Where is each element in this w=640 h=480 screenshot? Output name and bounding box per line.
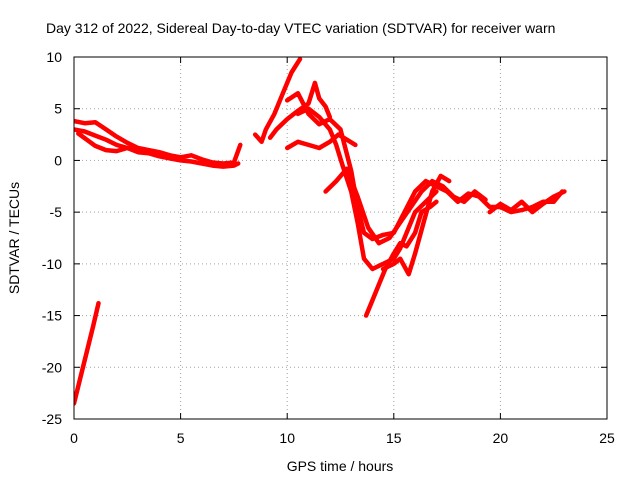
chart-title: Day 312 of 2022, Sidereal Day-to-day VTE… <box>46 20 555 36</box>
x-tick-label: 10 <box>279 430 295 446</box>
data-traces <box>74 57 567 406</box>
series-arc-5 <box>252 57 303 145</box>
x-tick-label: 20 <box>493 430 509 446</box>
x-axis-label: GPS time / hours <box>287 458 394 474</box>
x-tick-label: 5 <box>177 430 185 446</box>
x-tick-label: 0 <box>70 430 78 446</box>
series-arc-6 <box>267 80 333 140</box>
series-arc-7 <box>284 90 565 242</box>
y-tick-label: -10 <box>42 256 62 272</box>
x-tick-label: 25 <box>599 430 615 446</box>
x-tick-label: 15 <box>386 430 402 446</box>
series-arc-13 <box>487 189 567 215</box>
series-arc-9 <box>284 132 358 151</box>
y-tick-label: -15 <box>42 308 62 324</box>
y-tick-label: 5 <box>54 101 62 117</box>
tick-marks <box>73 56 608 420</box>
plot-frame <box>73 56 608 420</box>
series-arc-10 <box>323 166 488 246</box>
series-arc-1 <box>74 300 101 406</box>
y-tick-labels: 10 5 0 -5 -10 -15 -20 -25 <box>42 49 62 427</box>
x-tick-labels: 0 5 10 15 20 25 <box>70 430 615 446</box>
y-tick-label: -5 <box>50 204 63 220</box>
y-tick-label: 10 <box>46 49 62 65</box>
y-tick-label: 0 <box>54 152 62 168</box>
grid <box>74 57 607 419</box>
series-arc-8 <box>295 106 439 272</box>
y-axis-label: SDTVAR / TECUs <box>6 182 22 294</box>
series-arc-4 <box>74 127 162 157</box>
series-arc-11 <box>363 199 439 318</box>
series-arc-12 <box>380 173 452 277</box>
y-tick-label: -20 <box>42 359 62 375</box>
y-tick-label: -25 <box>42 411 62 427</box>
